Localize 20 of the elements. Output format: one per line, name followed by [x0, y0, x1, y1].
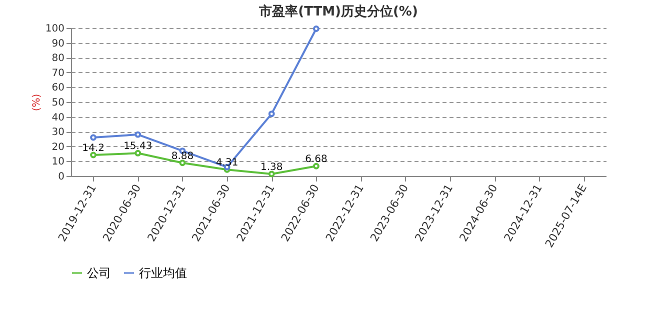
legend-label: 公司: [87, 266, 111, 280]
y-tick-label: 90: [52, 38, 64, 50]
y-tick-label: 100: [45, 24, 64, 34]
legend-label: 行业均值: [139, 266, 187, 280]
y-tick-label: 20: [52, 142, 64, 153]
y-tick-label: 0: [58, 172, 64, 182]
y-tick-label: 50: [52, 98, 64, 108]
chart-title: 市盈率(TTM)历史分位(%): [258, 4, 418, 20]
y-tick-label: 60: [52, 82, 64, 94]
y-tick-label: 40: [52, 112, 64, 124]
data-label: 8.88: [171, 150, 194, 162]
data-label: 6.68: [305, 154, 328, 166]
y-axis-title: (%): [31, 94, 42, 112]
data-label: 1.38: [260, 162, 283, 173]
data-label: 14.2: [82, 142, 104, 154]
y-tick-label: 80: [52, 53, 64, 64]
y-tick-label: 30: [52, 127, 64, 138]
y-tick-label: 10: [52, 156, 64, 168]
y-tick-label: 70: [52, 68, 64, 79]
data-label: 15.43: [124, 141, 152, 152]
